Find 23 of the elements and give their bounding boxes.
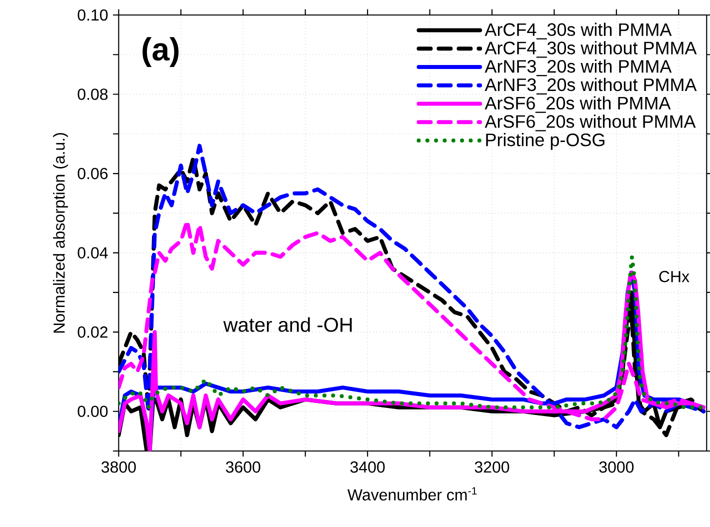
y-tick-label: 0.04 <box>78 247 108 258</box>
x-tick-label: 3000 <box>599 461 634 473</box>
x-tick-label: 3800 <box>101 461 136 473</box>
legend-label: Pristine p-OSG <box>486 133 604 150</box>
legend-label: ArCF4_30s with PMMA <box>484 22 672 40</box>
legend-label: ArSF6_20s without PMMA <box>484 114 696 132</box>
y-axis-title: Normalized absorption (a.u.) <box>53 133 68 333</box>
annotation: CHx <box>659 270 690 282</box>
x-tick-label: 3400 <box>350 461 385 473</box>
y-tick-label: 0.10 <box>78 9 108 21</box>
x-tick-label: 3600 <box>226 461 260 473</box>
legend-label: ArNF3_20s with PMMA <box>484 60 672 76</box>
legend-label: ArNF3_20s without PMMA <box>484 78 697 95</box>
x-axis-title: Wavenumber cm$^{-1}$ <box>347 487 477 500</box>
y-tick-label: 0.00 <box>78 406 108 418</box>
annotation: water and -OH <box>223 317 352 332</box>
y-tick-label: 0.02 <box>78 326 108 338</box>
annotation: (a) <box>142 37 179 67</box>
legend-label: ArSF6_20s with PMMA <box>484 96 671 113</box>
legend-label: ArCF4_30s without PMMA <box>484 41 697 58</box>
y-tick-label: 0.08 <box>78 88 108 100</box>
x-tick-label: 3200 <box>474 461 510 473</box>
y-tick-label: 0.06 <box>78 168 108 180</box>
